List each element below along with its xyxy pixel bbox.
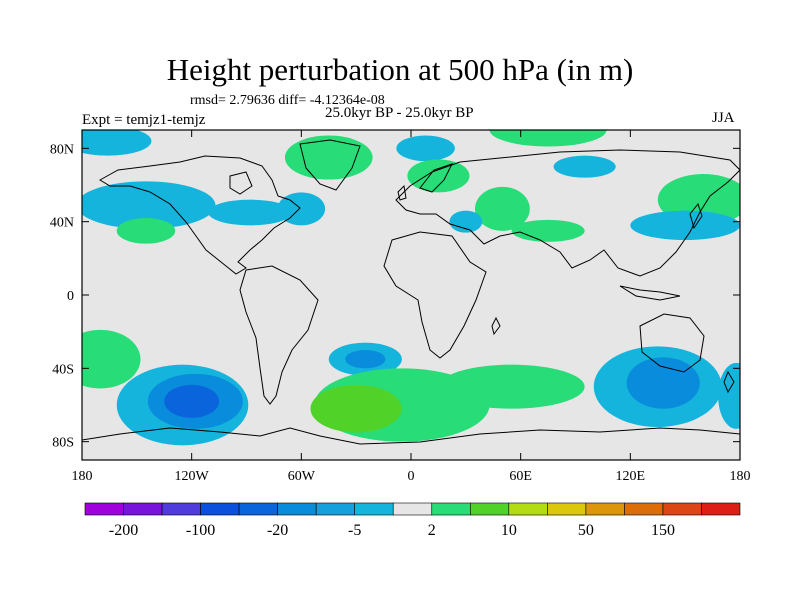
colorbar-label: -100 bbox=[186, 522, 215, 539]
colorbar-swatch bbox=[238, 502, 278, 516]
contour-region bbox=[208, 199, 293, 226]
colorbar-label: 50 bbox=[578, 522, 594, 539]
coast-australia bbox=[639, 313, 705, 373]
period-label: 25.0kyr BP - 25.0kyr BP bbox=[325, 105, 474, 121]
x-tick-label: 120E bbox=[616, 469, 646, 484]
colorbar-swatch bbox=[354, 502, 394, 516]
coast-south-america bbox=[239, 265, 319, 405]
contour-region bbox=[116, 218, 176, 244]
rmsd-diff-stats: rmsd= 2.79636 diff= -4.12364e-08 bbox=[190, 93, 385, 108]
y-tick-label: 0 bbox=[67, 289, 74, 304]
colorbar-swatch bbox=[662, 502, 702, 516]
coast-hudson-bay bbox=[229, 171, 253, 195]
contour-region bbox=[438, 364, 585, 409]
y-tick-label: 40N bbox=[50, 216, 74, 231]
coast-north-america bbox=[99, 155, 301, 275]
x-tick-label: 120W bbox=[175, 469, 210, 484]
contour-region bbox=[284, 135, 373, 180]
coast-antarctica bbox=[82, 427, 740, 445]
contour-region bbox=[489, 130, 607, 147]
plot-title: Height perturbation at 500 hPa (in m) bbox=[166, 52, 634, 87]
colorbar-label: -200 bbox=[109, 522, 138, 539]
y-tick-label: 80N bbox=[50, 142, 74, 157]
coast-madagascar bbox=[491, 316, 501, 336]
contour-region bbox=[310, 384, 402, 433]
colorbar-swatch bbox=[392, 502, 433, 516]
contour-region bbox=[630, 210, 740, 240]
season-label: JJA bbox=[712, 110, 735, 126]
colorbar-swatch bbox=[277, 502, 317, 516]
coast-japan bbox=[689, 202, 703, 230]
colorbar-swatch bbox=[161, 502, 201, 516]
y-tick-label: 80S bbox=[52, 436, 74, 451]
coastlines bbox=[82, 139, 740, 445]
colorbar-label: 2 bbox=[428, 522, 436, 539]
colorbar-label: -20 bbox=[267, 522, 288, 539]
colorbar-swatch bbox=[200, 502, 240, 516]
coast-scandinavia bbox=[419, 163, 453, 193]
coast-new-zealand bbox=[723, 370, 735, 394]
contour-fills bbox=[82, 130, 740, 446]
colorbar-label: -5 bbox=[348, 522, 361, 539]
x-tick-label: 180 bbox=[72, 469, 93, 484]
coast-indonesia bbox=[619, 285, 681, 301]
contour-region bbox=[718, 362, 740, 429]
colorbar-swatch bbox=[547, 502, 587, 516]
coast-eurasia bbox=[395, 149, 740, 277]
coast-britain bbox=[397, 184, 407, 201]
x-tick-label: 60E bbox=[509, 469, 532, 484]
x-tick-label: 180 bbox=[730, 469, 751, 484]
contour-region bbox=[449, 210, 483, 233]
contour-region bbox=[396, 135, 455, 162]
colorbar-swatch bbox=[431, 502, 471, 516]
contour-region bbox=[511, 219, 585, 242]
colorbar-swatch bbox=[84, 502, 124, 516]
colorbar-swatch bbox=[315, 502, 356, 516]
contour-region bbox=[626, 357, 700, 409]
experiment-label: Expt = temjz1-temjz bbox=[82, 112, 206, 128]
colorbar-swatch bbox=[508, 502, 548, 516]
contour-region bbox=[407, 159, 470, 193]
axis-tick-labels: 180 120W 60W 0 60E 120E 180 80N 40N 0 40S 80S bbox=[50, 142, 751, 484]
colorbar-swatch bbox=[123, 502, 163, 516]
coast-africa bbox=[383, 231, 487, 359]
colorbar-swatch bbox=[701, 502, 741, 516]
contour-region bbox=[164, 384, 220, 418]
colorbar: -200 -100 -20 -5 2 10 50 150 bbox=[84, 502, 741, 539]
colorbar-label: 150 bbox=[651, 522, 675, 539]
contour-region bbox=[553, 155, 616, 178]
colorbar-label: 10 bbox=[501, 522, 517, 539]
contour-region bbox=[82, 130, 152, 156]
contour-region bbox=[345, 350, 386, 369]
y-tick-label: 40S bbox=[52, 362, 74, 377]
contour-region bbox=[474, 186, 530, 231]
colorbar-swatch bbox=[624, 502, 664, 516]
coast-greenland bbox=[299, 139, 361, 191]
colorbar-swatch bbox=[469, 502, 510, 516]
colorbar-swatch bbox=[585, 502, 625, 516]
contour-region bbox=[277, 192, 326, 226]
contour-region bbox=[82, 329, 141, 389]
x-tick-label: 60W bbox=[288, 469, 316, 484]
axis-ticks bbox=[81, 130, 741, 460]
x-tick-label: 0 bbox=[408, 469, 415, 484]
